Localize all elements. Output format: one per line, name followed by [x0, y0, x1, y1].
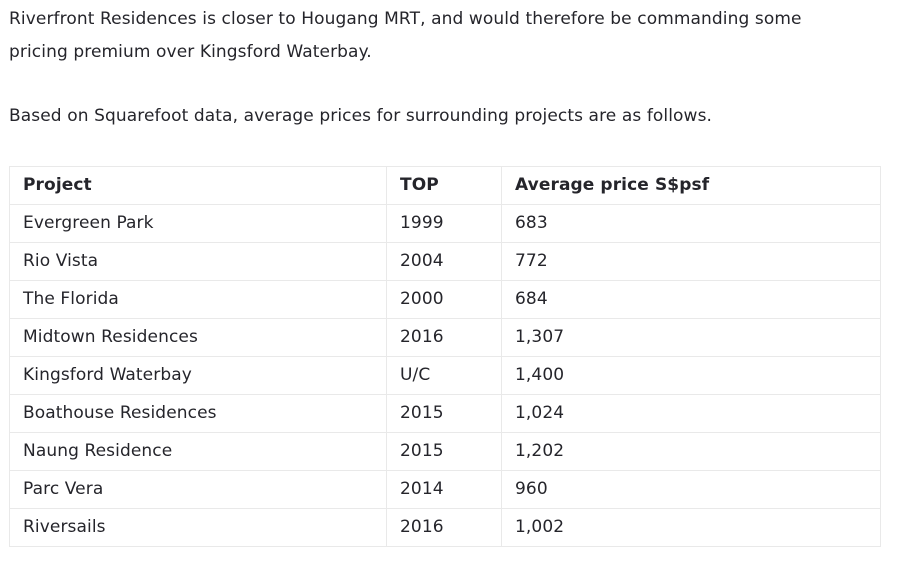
column-header-project: Project	[9, 166, 387, 205]
top-cell: 1999	[386, 204, 502, 243]
price-cell: 772	[501, 242, 881, 281]
price-cell: 1,400	[501, 356, 881, 395]
price-cell: 1,024	[501, 394, 881, 433]
table-row: Riversails 2016 1,002	[9, 508, 881, 547]
project-cell: Midtown Residences	[9, 318, 387, 357]
table-row: Midtown Residences 2016 1,307	[9, 318, 881, 357]
project-cell: Parc Vera	[9, 470, 387, 509]
intro-paragraph: Riverfront Residences is closer to Houga…	[9, 3, 891, 69]
price-cell: 1,002	[501, 508, 881, 547]
intro-line-1: Riverfront Residences is closer to Houga…	[9, 9, 802, 29]
project-cell: Rio Vista	[9, 242, 387, 281]
table-body: Evergreen Park 1999 683 Rio Vista 2004 772 The…	[9, 204, 881, 547]
prices-table: Project TOP Average price S$psf Evergreen …	[9, 166, 881, 547]
table-row: Parc Vera 2014 960	[9, 470, 881, 509]
table-row: Evergreen Park 1999 683	[9, 204, 881, 243]
top-cell: U/C	[386, 356, 502, 395]
price-cell: 684	[501, 280, 881, 319]
price-cell: 1,307	[501, 318, 881, 357]
top-cell: 2016	[386, 318, 502, 357]
table-row: Kingsford Waterbay U/C 1,400	[9, 356, 881, 395]
subtitle-paragraph: Based on Squarefoot data, average prices…	[9, 106, 713, 126]
column-header-price: Average price S$psf	[501, 166, 881, 205]
table-row: The Florida 2000 684	[9, 280, 881, 319]
project-cell: Kingsford Waterbay	[9, 356, 387, 395]
table-header-row: Project TOP Average price S$psf	[9, 166, 881, 205]
table-row: Naung Residence 2015 1,202	[9, 432, 881, 471]
table-row: Boathouse Residences 2015 1,024	[9, 394, 881, 433]
column-header-top: TOP	[386, 166, 502, 205]
price-cell: 960	[501, 470, 881, 509]
project-cell: Boathouse Residences	[9, 394, 387, 433]
table-row: Rio Vista 2004 772	[9, 242, 881, 281]
price-cell: 683	[501, 204, 881, 243]
price-cell: 1,202	[501, 432, 881, 471]
top-cell: 2004	[386, 242, 502, 281]
project-cell: Naung Residence	[9, 432, 387, 471]
project-cell: Evergreen Park	[9, 204, 387, 243]
intro-line-2: pricing premium over Kingsford Waterbay.	[9, 42, 372, 62]
top-cell: 2015	[386, 432, 502, 471]
top-cell: 2015	[386, 394, 502, 433]
top-cell: 2000	[386, 280, 502, 319]
project-cell: Riversails	[9, 508, 387, 547]
top-cell: 2014	[386, 470, 502, 509]
project-cell: The Florida	[9, 280, 387, 319]
top-cell: 2016	[386, 508, 502, 547]
